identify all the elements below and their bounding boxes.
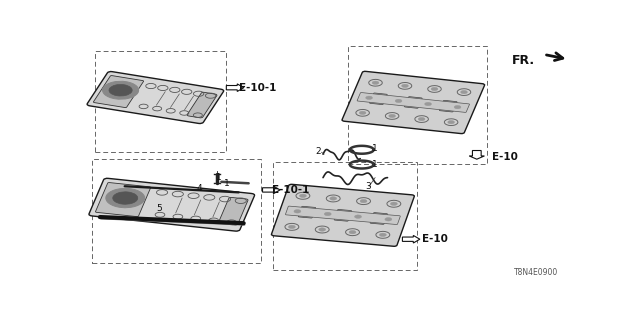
FancyBboxPatch shape (440, 100, 457, 112)
Text: T8N4E0900: T8N4E0900 (515, 268, 559, 277)
Circle shape (419, 117, 425, 121)
Text: E-10-1: E-10-1 (239, 83, 276, 93)
FancyBboxPatch shape (404, 97, 422, 108)
FancyBboxPatch shape (334, 209, 351, 221)
FancyBboxPatch shape (370, 212, 387, 224)
Circle shape (102, 81, 139, 99)
Text: 1: 1 (216, 173, 221, 182)
Circle shape (289, 225, 296, 228)
Polygon shape (262, 186, 280, 194)
Text: FR.: FR. (512, 54, 535, 67)
Circle shape (360, 199, 367, 203)
FancyBboxPatch shape (285, 206, 400, 225)
Circle shape (388, 114, 396, 118)
Text: 4: 4 (196, 184, 202, 193)
Circle shape (359, 111, 366, 115)
Text: 1: 1 (372, 160, 378, 169)
FancyBboxPatch shape (271, 184, 414, 246)
Polygon shape (227, 84, 244, 92)
Text: E-10-1: E-10-1 (273, 185, 310, 195)
Circle shape (365, 96, 372, 100)
FancyBboxPatch shape (369, 93, 387, 105)
Circle shape (390, 202, 397, 205)
FancyBboxPatch shape (357, 92, 470, 112)
Circle shape (355, 215, 362, 218)
Circle shape (448, 121, 454, 124)
Circle shape (330, 197, 337, 200)
Circle shape (300, 194, 307, 197)
Text: E-10: E-10 (422, 234, 448, 244)
FancyBboxPatch shape (187, 92, 217, 118)
Circle shape (324, 212, 331, 216)
Circle shape (349, 230, 356, 234)
Circle shape (294, 210, 301, 213)
Text: E-10: E-10 (492, 152, 518, 162)
Circle shape (113, 192, 138, 204)
Text: 1: 1 (225, 179, 230, 188)
Circle shape (319, 228, 326, 231)
Circle shape (402, 84, 408, 88)
Circle shape (431, 87, 438, 91)
FancyBboxPatch shape (93, 76, 143, 108)
FancyBboxPatch shape (87, 72, 223, 124)
Text: 3: 3 (365, 182, 371, 191)
Circle shape (372, 81, 379, 84)
Text: 1: 1 (372, 144, 378, 153)
Circle shape (454, 106, 461, 109)
FancyBboxPatch shape (89, 178, 255, 231)
Circle shape (385, 218, 392, 221)
FancyBboxPatch shape (219, 197, 248, 225)
FancyBboxPatch shape (298, 206, 316, 218)
Circle shape (425, 102, 431, 106)
Circle shape (109, 84, 132, 96)
Circle shape (461, 91, 467, 94)
Circle shape (106, 188, 145, 208)
Polygon shape (403, 236, 420, 243)
Text: 2: 2 (316, 147, 321, 156)
Circle shape (395, 99, 402, 103)
FancyBboxPatch shape (342, 71, 484, 134)
FancyBboxPatch shape (95, 182, 150, 217)
Circle shape (380, 233, 387, 236)
Polygon shape (469, 150, 484, 159)
Text: 5: 5 (157, 204, 162, 213)
